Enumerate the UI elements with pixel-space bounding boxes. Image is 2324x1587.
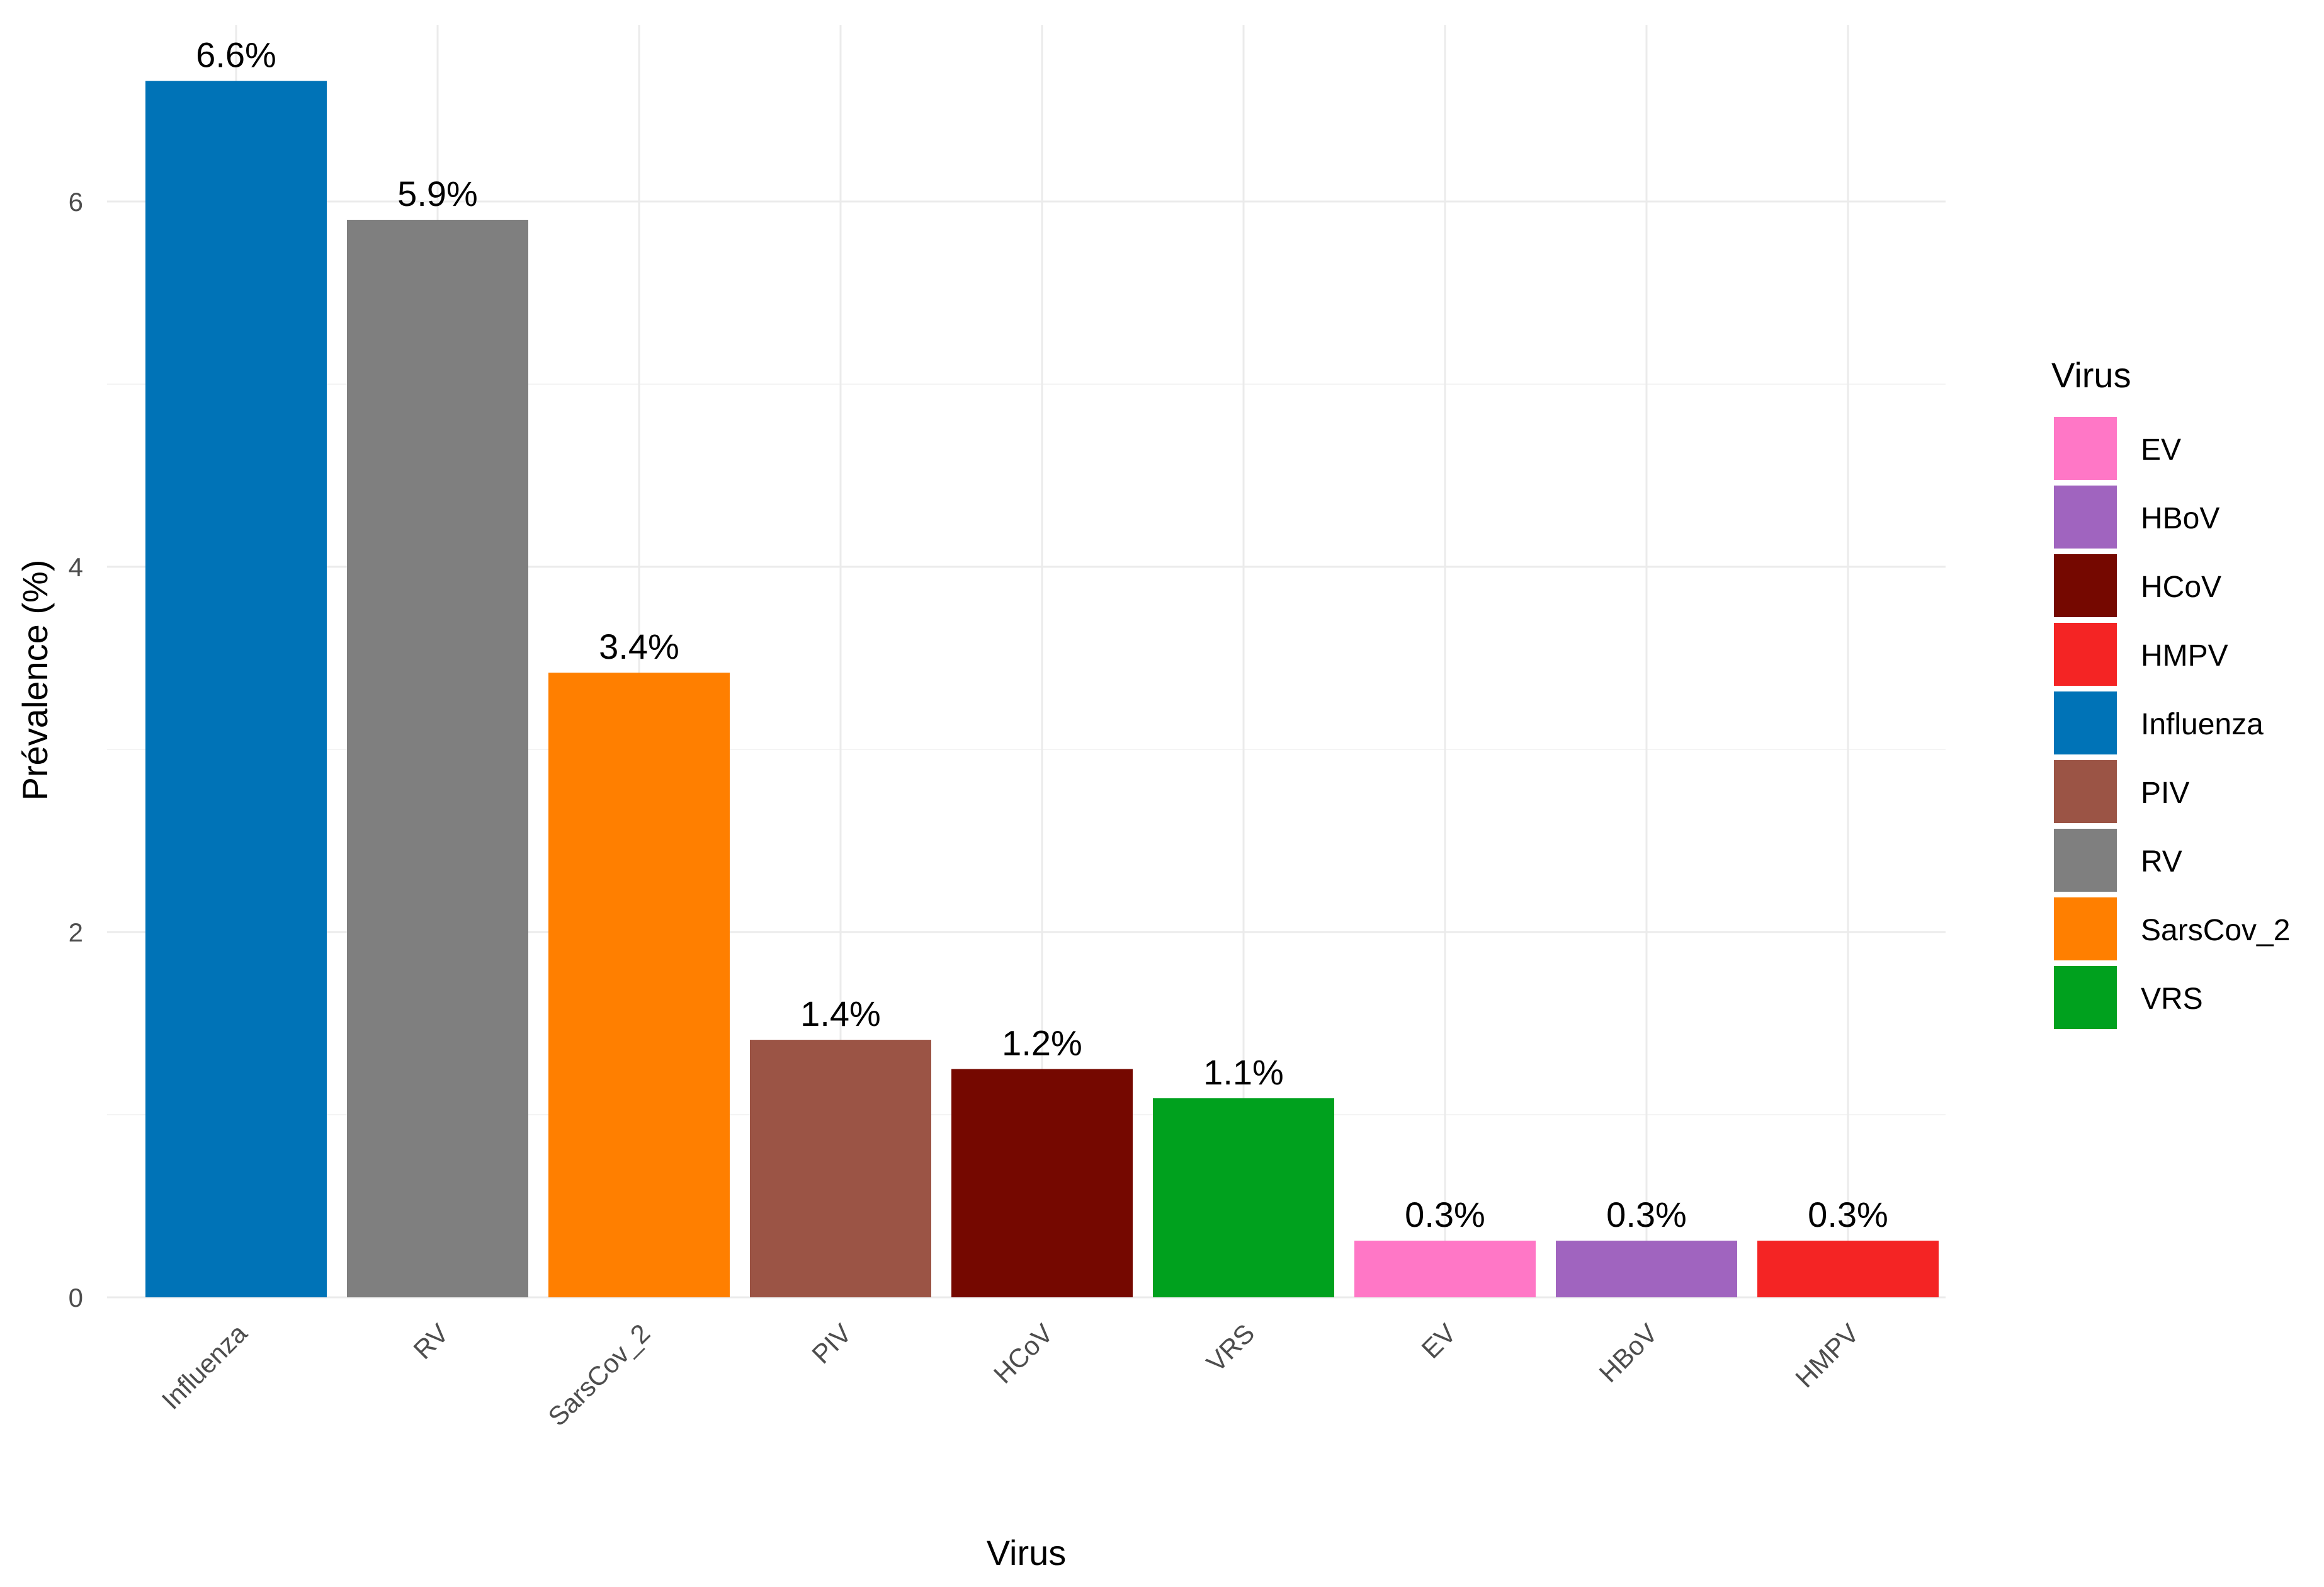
legend-label: VRS — [2141, 982, 2203, 1016]
legend-label: HBoV — [2141, 502, 2219, 535]
bar-data-label: 3.4% — [599, 627, 679, 666]
bar-data-label: 1.4% — [800, 994, 881, 1033]
bar-data-label: 0.3% — [1808, 1195, 1888, 1234]
bar-rv — [347, 220, 528, 1297]
y-tick-label: 4 — [69, 552, 83, 582]
legend-swatch — [2054, 486, 2117, 549]
y-axis-title: Prévalence (%) — [15, 560, 55, 801]
bar-influenza — [145, 81, 327, 1298]
legend-label: HMPV — [2141, 639, 2228, 673]
x-tick-label: RV — [407, 1318, 454, 1365]
bar-hcov — [951, 1069, 1133, 1297]
legend-label: PIV — [2141, 776, 2189, 810]
y-axis-ticks: 0 2 4 6 — [69, 187, 83, 1312]
x-axis-ticks: Influenza RV SarsCov_2 PIV HCoV VRS EV HBoV HMPV — [156, 1318, 1865, 1432]
bar-data-label: 0.3% — [1606, 1195, 1687, 1234]
legend-swatch — [2054, 417, 2117, 480]
legend-label: SarsCov_2 — [2141, 914, 2290, 947]
x-tick-label: SarsCov_2 — [542, 1318, 655, 1431]
x-tick-label: HBoV — [1594, 1318, 1664, 1388]
bar-ev — [1354, 1241, 1536, 1297]
legend-swatch — [2054, 897, 2117, 960]
legend-label: HCoV — [2141, 571, 2221, 604]
bar-hbov — [1556, 1241, 1737, 1297]
legend-title: Virus — [2051, 355, 2131, 395]
bar-data-labels: 6.6% 5.9% 3.4% 1.4% 1.2% 1.1% 0.3% 0.3% 0.3% — [196, 35, 1888, 1234]
x-tick-label: EV — [1416, 1318, 1462, 1364]
bar-data-label: 5.9% — [397, 174, 478, 213]
legend-label: Influenza — [2141, 708, 2264, 741]
bar-data-label: 1.1% — [1203, 1052, 1284, 1092]
legend-items: EV HBoV HCoV HMPV Influenza PIV RV SarsCov_2 VRS — [2054, 417, 2290, 1029]
legend-swatch — [2054, 829, 2117, 892]
x-tick-label: PIV — [806, 1318, 857, 1369]
y-tick-label: 2 — [69, 918, 83, 947]
bar-piv — [750, 1040, 931, 1297]
x-tick-label: VRS — [1201, 1318, 1260, 1377]
bar-sarscov-2 — [548, 673, 730, 1297]
legend-swatch — [2054, 966, 2117, 1029]
y-tick-label: 0 — [69, 1283, 83, 1312]
bar-data-label: 0.3% — [1405, 1195, 1485, 1234]
bar-hmpv — [1757, 1241, 1939, 1297]
legend-label: RV — [2141, 845, 2182, 879]
bar-data-label: 1.2% — [1002, 1023, 1082, 1063]
x-tick-label: Influenza — [156, 1318, 253, 1415]
legend-label: EV — [2141, 433, 2181, 467]
x-tick-label: HMPV — [1789, 1318, 1864, 1393]
bar-vrs — [1153, 1098, 1334, 1297]
bars — [145, 81, 1939, 1298]
legend-swatch — [2054, 623, 2117, 686]
x-axis-title: Virus — [987, 1533, 1067, 1573]
x-tick-label: HCoV — [988, 1318, 1058, 1389]
bar-data-label: 6.6% — [196, 35, 276, 75]
y-tick-label: 6 — [69, 187, 83, 217]
legend-swatch — [2054, 691, 2117, 754]
legend-swatch — [2054, 760, 2117, 823]
legend-swatch — [2054, 554, 2117, 617]
legend: Virus EV HBoV HCoV HMPV Influenza PIV RV SarsCo… — [2051, 355, 2290, 1029]
